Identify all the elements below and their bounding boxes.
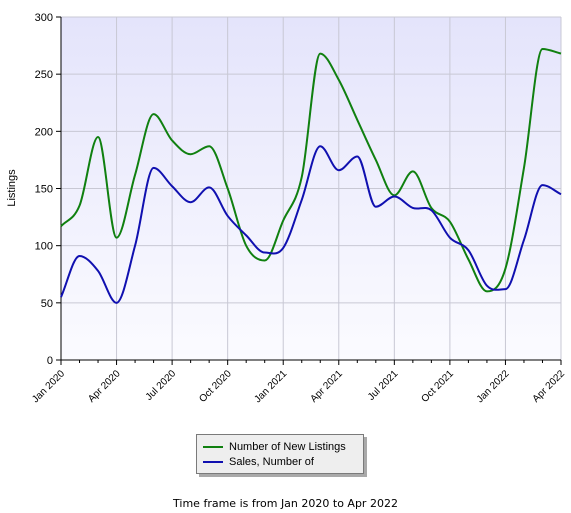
legend-swatch-new-listings: [203, 445, 223, 448]
legend-item-sales: Sales, Number of: [203, 454, 363, 469]
x-tick-label: Jan 2020: [30, 368, 67, 405]
x-tick-label: Apr 2022: [531, 368, 568, 405]
legend-item-new-listings: Number of New Listings: [203, 439, 363, 454]
y-axis-title: Listings: [6, 169, 18, 207]
legend: Number of New Listings Sales, Number of: [196, 434, 364, 474]
x-tick-label: Oct 2020: [197, 368, 234, 405]
line-chart: 0 50 100 150 200 250 300 Jan 2020 Apr 2020 Jul 20…: [6, 12, 568, 405]
y-tick-label: 250: [35, 69, 53, 81]
series-line-sales: [60, 145, 562, 304]
x-tick-label: Jan 2022: [475, 368, 512, 405]
series-line-new-listings: [60, 48, 562, 293]
legend-swatch-sales: [203, 460, 223, 463]
y-tick-label: 100: [35, 241, 53, 253]
y-tick-label: 200: [35, 126, 53, 138]
series-lines: [60, 48, 562, 304]
y-tick-label: 150: [35, 184, 53, 196]
x-tick-label: Apr 2021: [308, 368, 345, 405]
y-tick-label: 50: [41, 298, 53, 310]
legend-label-new-listings: Number of New Listings: [229, 440, 346, 453]
legend-label-sales: Sales, Number of: [229, 455, 314, 468]
y-tick-label: 300: [35, 12, 53, 24]
x-tick-label: Jul 2020: [144, 368, 179, 403]
x-tick-label: Oct 2021: [420, 368, 457, 405]
x-tick-label: Jul 2021: [366, 368, 401, 403]
x-tick-label: Jan 2021: [252, 368, 289, 405]
time-frame-note: Time frame is from Jan 2020 to Apr 2022: [173, 497, 398, 510]
x-tick-label: Apr 2020: [86, 368, 123, 405]
y-tick-label: 0: [47, 355, 53, 367]
